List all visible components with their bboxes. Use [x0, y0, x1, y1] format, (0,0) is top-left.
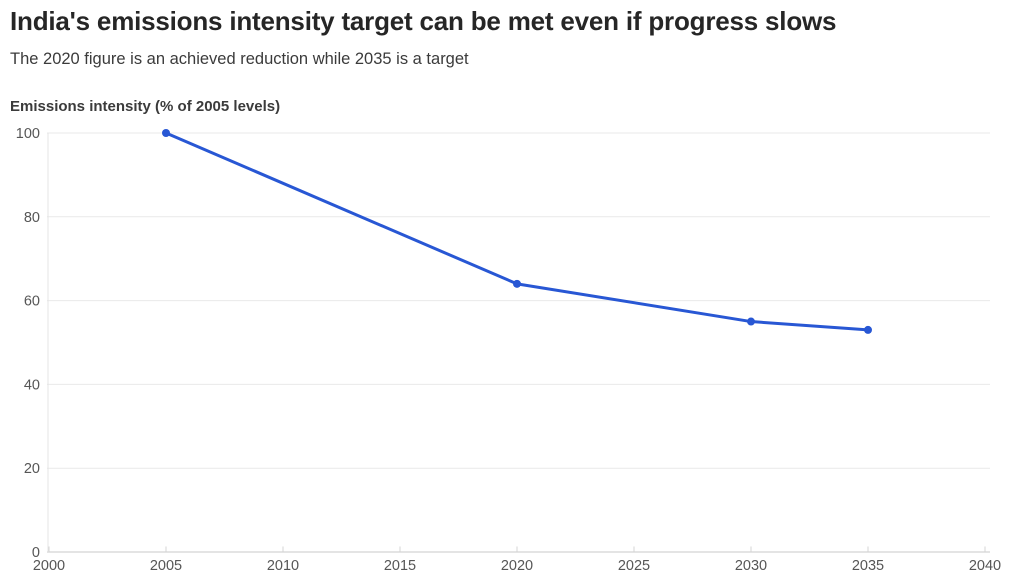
x-tick-label: 2035: [852, 558, 884, 574]
y-axis-title: Emissions intensity (% of 2005 levels): [10, 98, 281, 115]
data-line: [164, 131, 870, 332]
data-point: [162, 129, 170, 137]
x-tick-label: 2020: [501, 558, 533, 574]
x-tick-label: 2040: [969, 558, 1001, 574]
x-tick-label: 2000: [33, 558, 65, 574]
chart-subtitle: The 2020 figure is an achieved reduction…: [10, 50, 469, 68]
y-tick-label: 100: [16, 126, 40, 142]
x-tick-label: 2025: [618, 558, 650, 574]
data-point: [864, 325, 872, 334]
y-tick-label: 40: [24, 377, 40, 393]
x-tick-label: 2015: [384, 558, 416, 574]
x-tick-label: 2030: [735, 558, 767, 574]
data-point: [747, 317, 755, 326]
y-tick-label: 60: [24, 294, 40, 310]
chart-title: India's emissions intensity target can b…: [10, 6, 837, 36]
x-tick-label: 2005: [150, 558, 182, 574]
y-tick-label: 80: [24, 210, 40, 226]
x-tick-label: 2010: [267, 558, 299, 574]
y-tick-label: 20: [24, 461, 40, 477]
y-tick-label: 0: [32, 545, 40, 561]
data-point: [513, 279, 521, 288]
